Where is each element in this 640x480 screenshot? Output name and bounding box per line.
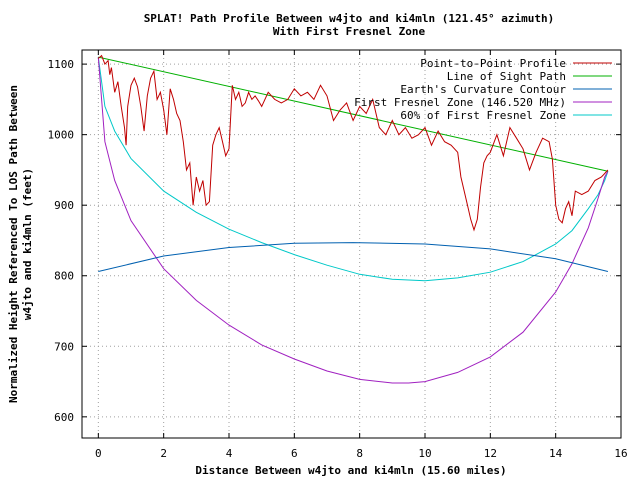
y-tick-label: 1100 <box>48 58 75 71</box>
series-group <box>97 54 609 384</box>
y-tick-label: 900 <box>54 199 74 212</box>
y-tick-label: 800 <box>54 270 74 283</box>
y-axis: 600 700 800 900 1000 1100 <box>48 58 621 424</box>
legend-label: First Fresnel Zone (146.520 MHz) <box>354 96 566 109</box>
y-axis-label-line1: Normalized Height Referenced To LOS Path… <box>7 85 20 403</box>
y-tick-label: 700 <box>54 340 74 353</box>
legend-label: Earth's Curvature Contour <box>400 83 566 96</box>
x-tick-label: 10 <box>418 447 431 460</box>
legend-label: 60% of First Fresnel Zone <box>400 109 566 122</box>
chart-title: SPLAT! Path Profile Between w4jto and ki… <box>144 12 555 25</box>
series-line-1 <box>98 56 609 172</box>
x-tick-label: 0 <box>95 447 102 460</box>
x-tick-label: 16 <box>614 447 627 460</box>
x-tick-label: 2 <box>160 447 167 460</box>
legend-label: Line of Sight Path <box>447 70 566 83</box>
series-line-4 <box>97 57 609 282</box>
y-tick-label: 600 <box>54 411 74 424</box>
series-line-3 <box>97 57 609 384</box>
x-tick-label: 14 <box>549 447 563 460</box>
x-tick-label: 8 <box>356 447 363 460</box>
chart-subtitle: With First Fresnel Zone <box>273 25 426 38</box>
series-line-2 <box>98 242 609 272</box>
series-line-0 <box>97 54 609 232</box>
x-tick-label: 12 <box>484 447 497 460</box>
y-tick-label: 1000 <box>48 129 75 142</box>
x-tick-label: 6 <box>291 447 298 460</box>
y-axis-label-line2: w4jto and ki4mln (feet) <box>21 168 34 320</box>
x-axis: 0 2 4 6 8 10 12 14 16 <box>95 50 628 460</box>
x-axis-label: Distance Between w4jto and ki4mln (15.60… <box>195 464 506 477</box>
x-tick-label: 4 <box>226 447 233 460</box>
legend-label: Point-to-Point Profile <box>420 57 566 70</box>
plot-frame <box>81 49 622 439</box>
